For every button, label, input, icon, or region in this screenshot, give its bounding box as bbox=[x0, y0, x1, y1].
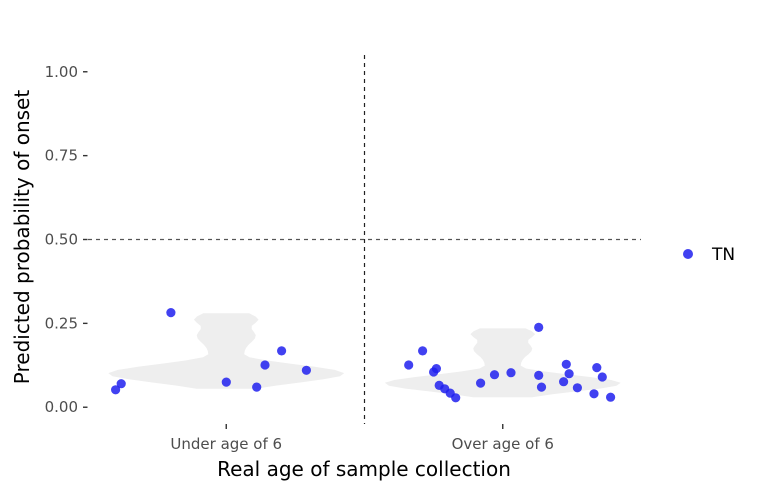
data-point-17 bbox=[476, 378, 486, 388]
x-axis: Under age of 6 Over age of 6 bbox=[170, 424, 554, 453]
y-tick-label-4: 0.75 bbox=[45, 147, 78, 165]
data-point-30 bbox=[606, 392, 616, 402]
data-point-20 bbox=[534, 370, 544, 380]
data-point-28 bbox=[592, 363, 602, 373]
data-point-22 bbox=[536, 382, 547, 392]
point-layer bbox=[111, 308, 616, 403]
data-point-6 bbox=[260, 360, 270, 370]
data-point-12 bbox=[431, 364, 441, 374]
data-point-10 bbox=[418, 346, 428, 356]
data-point-25 bbox=[564, 369, 574, 379]
data-point-9 bbox=[404, 360, 414, 370]
data-point-26 bbox=[572, 383, 583, 393]
data-point-3 bbox=[166, 308, 176, 318]
violin-2 bbox=[384, 328, 621, 398]
data-point-2 bbox=[116, 379, 126, 389]
y-axis-title: Predicted probability of onset bbox=[10, 90, 34, 385]
data-point-23 bbox=[559, 377, 569, 387]
legend-marker-tn bbox=[683, 249, 693, 259]
data-point-29 bbox=[597, 372, 607, 382]
data-point-24 bbox=[561, 359, 571, 369]
legend-label-tn: TN bbox=[711, 245, 735, 265]
y-tick-label-2: 0.25 bbox=[45, 314, 78, 332]
x-tick-label-1: Under age of 6 bbox=[170, 435, 282, 453]
x-axis-title: Real age of sample collection bbox=[217, 457, 511, 481]
x-tick-label-2: Over age of 6 bbox=[452, 435, 554, 453]
y-tick-label-5: 1.00 bbox=[45, 63, 78, 81]
y-tick-label-3: 0.50 bbox=[45, 231, 78, 249]
data-point-19 bbox=[506, 368, 516, 378]
data-point-16 bbox=[451, 393, 461, 403]
data-point-18 bbox=[489, 370, 500, 380]
violin-1 bbox=[108, 313, 345, 389]
legend: TN bbox=[683, 245, 735, 265]
data-point-5 bbox=[252, 382, 262, 392]
reference-lines bbox=[88, 55, 641, 424]
data-point-27 bbox=[589, 389, 599, 399]
data-point-8 bbox=[301, 365, 311, 375]
data-point-7 bbox=[277, 346, 287, 356]
data-point-4 bbox=[221, 377, 231, 387]
data-point-1 bbox=[111, 385, 121, 395]
y-tick-label-1: 0.00 bbox=[45, 398, 78, 416]
data-point-21 bbox=[534, 322, 544, 332]
y-axis: 0.00 0.25 0.50 0.75 1.00 bbox=[45, 63, 88, 416]
